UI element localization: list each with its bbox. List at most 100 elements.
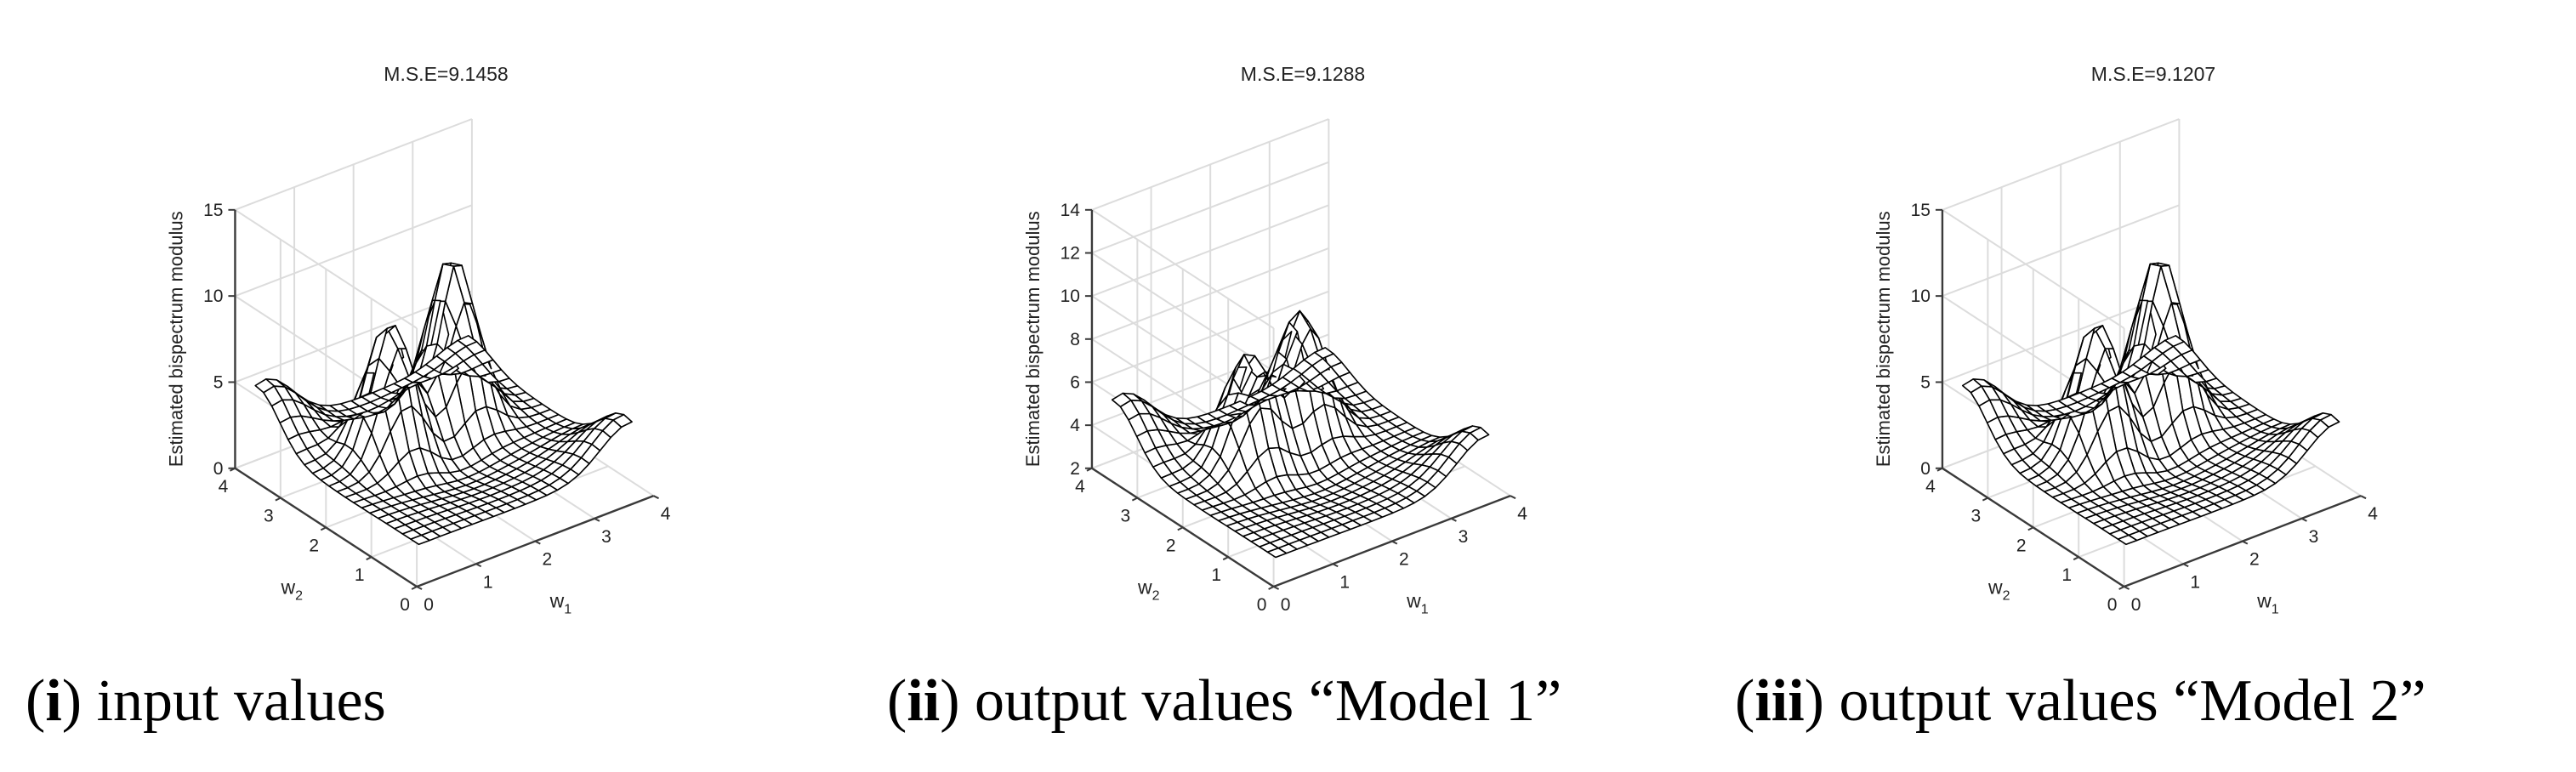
x-tick-label: 2 [542,550,552,570]
y-tick-label: 1 [2061,565,2072,585]
y-tick-label: 0 [1257,595,1267,615]
y-axis-label-subscript: 2 [2003,588,2010,603]
caption-2: (ii) output values “Model 1” [887,668,1562,734]
x-axis-label: w1 [1406,590,1429,617]
x-axis-line [1273,495,1511,588]
y-tick-label: 3 [1121,507,1131,526]
chart-title: M.S.E=9.1207 [2091,63,2215,85]
x-tick-label: 1 [2190,572,2200,592]
x-tick-label: 4 [1517,504,1527,524]
x-tick-label: 2 [2249,550,2260,570]
z-axis-label: Estimated bispectrum modulus [1022,211,1043,467]
y-axis-label: w2 [281,576,304,603]
caption-3-label: iii [1754,668,1805,734]
z-tick-label: 0 [1920,459,1931,479]
y-tick-mark [1982,497,1988,502]
z-tick-label: 8 [1070,330,1080,349]
y-tick-label: 2 [1166,536,1176,555]
y-tick-mark [1131,497,1138,502]
chart-title: M.S.E=9.1288 [1241,63,1365,85]
x-tick-label: 4 [2368,504,2378,524]
x-tick-mark [2242,540,2249,545]
x-axis-label: w1 [549,590,572,617]
y-tick-mark [2027,526,2034,531]
x-tick-mark [475,563,482,568]
x-tick-mark [2300,517,2307,522]
surface-mesh [254,262,633,546]
y-tick-label: 4 [1075,477,1085,497]
y-axis-line [1942,467,2125,588]
z-tick-label: 10 [203,287,223,306]
y-tick-label: 3 [264,507,274,526]
z-tick-label: 10 [1061,287,1080,306]
z-tick-label: 15 [203,201,223,220]
x-tick-mark [653,495,659,500]
x-axis-label-subscript: 1 [1421,603,1429,617]
x-tick-label: 3 [601,527,611,547]
z-tick-label: 4 [1070,416,1080,435]
y-tick-mark [2073,556,2079,561]
y-axis-label-subscript: 2 [1152,588,1160,603]
y-tick-mark [1268,586,1275,590]
z-tick-label: 5 [213,372,224,392]
surface-cell [1111,392,1132,408]
y-tick-label: 1 [355,565,365,585]
x-tick-label: 1 [1339,572,1350,592]
x-tick-mark [2360,495,2367,500]
x-tick-mark [2124,586,2130,590]
x-tick-mark [2182,563,2189,568]
x-tick-label: 0 [1281,595,1291,615]
y-tick-label: 2 [2016,536,2027,555]
y-tick-mark [1222,556,1229,561]
x-tick-mark [1332,563,1339,568]
caption-3: (iii) output values “Model 2” [1735,668,2426,734]
y-tick-mark [2118,586,2125,590]
y-tick-label: 1 [1211,565,1221,585]
x-tick-mark [416,586,423,590]
chart-title: M.S.E=9.1458 [384,63,508,85]
y-axis-label: w2 [1987,576,2010,603]
z-tick-label: 14 [1061,201,1081,220]
caption-1-text: input values [96,668,386,734]
z-tick-label: 6 [1070,372,1080,392]
y-axis-line [234,467,418,588]
y-tick-label: 0 [400,595,410,615]
x-axis-label: w1 [2256,590,2279,617]
y-tick-mark [411,586,418,590]
x-axis-label-subscript: 1 [564,603,571,617]
z-axis-label: Estimated bispectrum modulus [165,211,186,467]
y-tick-mark [1177,526,1184,531]
z-tick-label: 0 [213,459,224,479]
y-axis-label-subscript: 2 [295,588,303,603]
x-tick-mark [1510,495,1516,500]
y-tick-mark [275,497,281,502]
surface-mesh [1961,262,2340,546]
z-tick-label: 15 [1911,201,1931,220]
y-tick-mark [320,526,327,531]
x-tick-label: 0 [2131,595,2141,615]
y-tick-label: 4 [219,477,229,497]
x-tick-label: 3 [2309,527,2319,547]
surface-mesh [1111,309,1490,559]
z-tick-label: 12 [1061,243,1080,263]
surface-cell [1961,377,1982,394]
z-axis-label: Estimated bispectrum modulus [1873,211,1894,467]
surface-cell [254,377,276,394]
caption-3-text: output values “Model 2” [1839,668,2426,734]
caption-2-label: ii [907,668,941,734]
caption-2-text: output values “Model 1” [975,668,1562,734]
z-tick-label: 5 [1920,372,1931,392]
x-tick-label: 2 [1399,550,1409,570]
x-tick-mark [1391,540,1398,545]
caption-1-label: i [45,668,62,734]
x-tick-label: 1 [483,572,493,592]
x-tick-mark [1273,586,1280,590]
y-tick-label: 3 [1971,507,1982,526]
x-tick-mark [594,517,600,522]
x-tick-label: 3 [1459,527,1469,547]
z-tick-label: 10 [1911,287,1931,306]
